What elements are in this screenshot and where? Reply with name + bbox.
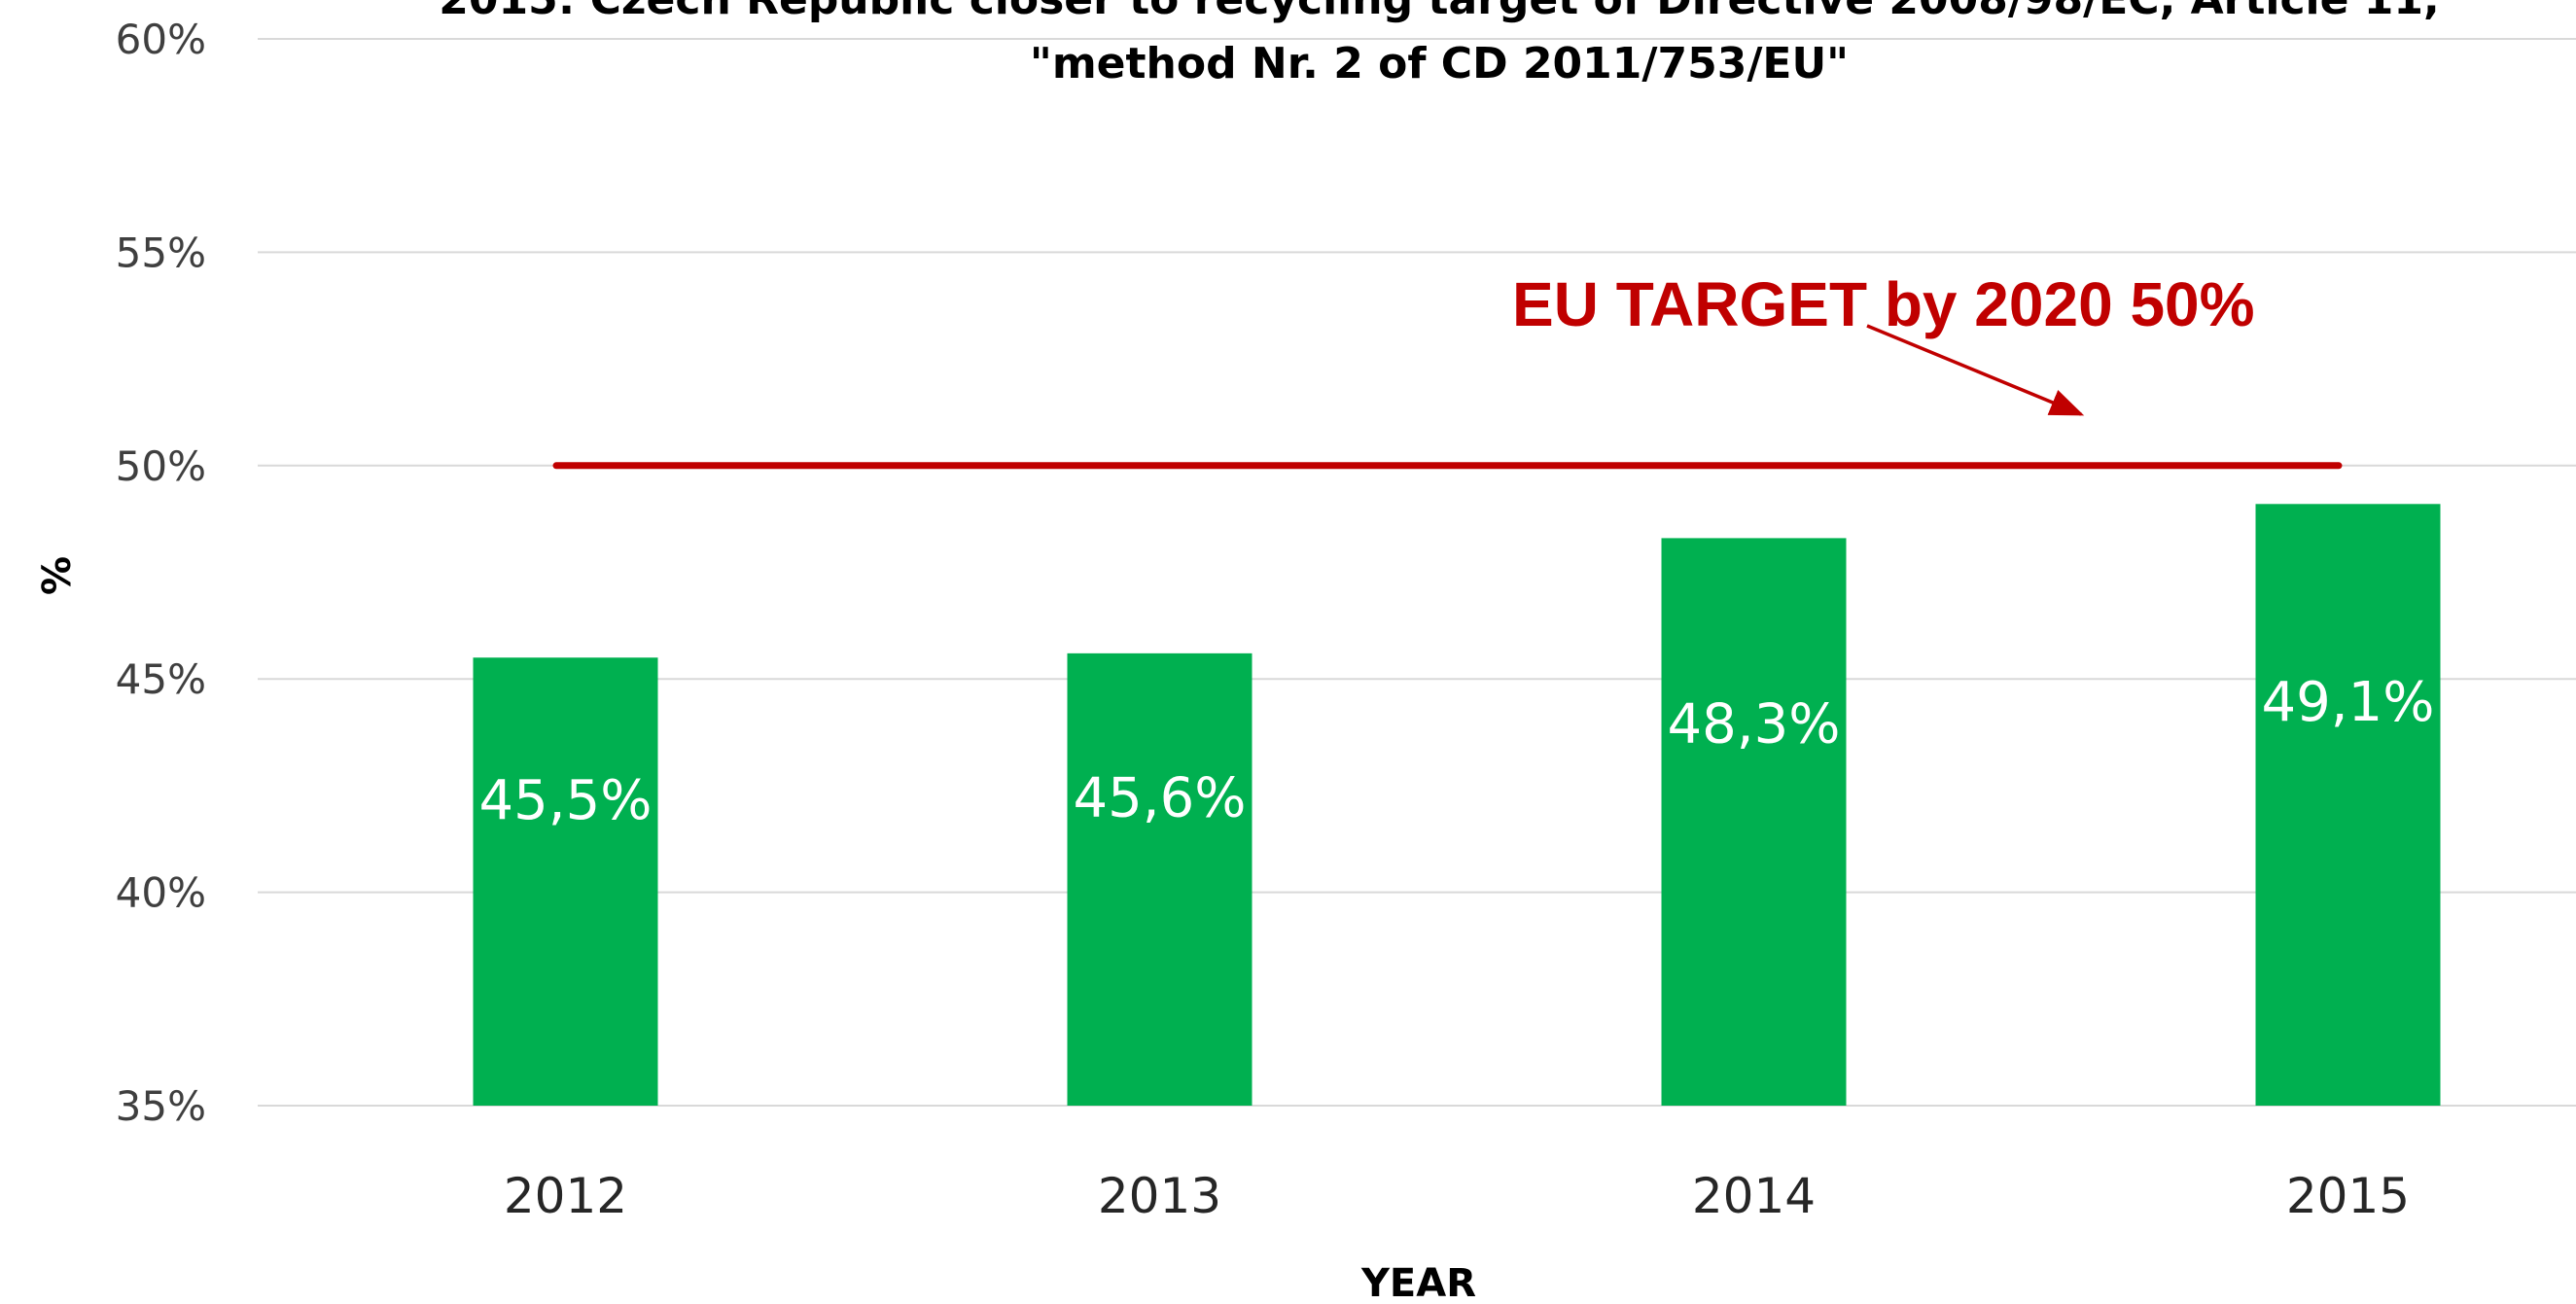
x-tick-label: 2015 (2286, 1168, 2410, 1224)
y-tick-label: 40% (116, 869, 206, 917)
bar (1661, 538, 1847, 1106)
bar-data-label: 49,1% (2262, 671, 2435, 734)
x-tick-label: 2013 (1098, 1168, 1221, 1224)
bar-data-label: 48,3% (1668, 692, 1841, 756)
y-tick-label: 35% (116, 1082, 206, 1130)
y-axis-ticks: 35% 40% 45% 50% 55% 60% (116, 16, 206, 1130)
bar (473, 657, 658, 1106)
y-axis-label: % (35, 556, 80, 595)
target-arrow (1866, 324, 2085, 416)
x-axis-ticks: 2012 2013 2014 2015 (504, 1168, 2410, 1224)
y-tick-label: 45% (116, 655, 206, 703)
x-tick-label: 2014 (1692, 1168, 1816, 1224)
y-tick-label: 60% (116, 16, 206, 63)
chart-title: 2015: Czech Republic closer to recycling… (439, 0, 2440, 24)
chart-subtitle: "method Nr. 2 of CD 2011/753/EU" (1030, 39, 1849, 88)
bar-data-label: 45,6% (1074, 766, 1247, 829)
y-tick-label: 50% (116, 442, 206, 490)
x-tick-label: 2012 (504, 1168, 627, 1224)
y-tick-label: 55% (116, 229, 206, 276)
bar (1067, 652, 1253, 1106)
x-axis-label: YEAR (1360, 1261, 1476, 1304)
bar (2255, 504, 2441, 1106)
bar-data-label: 45,5% (479, 769, 653, 832)
target-label: EU TARGET by 2020 50% (1512, 269, 2255, 339)
bars (473, 504, 2441, 1106)
bar-data-labels: 45,5% 45,6% 48,3% 49,1% (479, 671, 2435, 832)
